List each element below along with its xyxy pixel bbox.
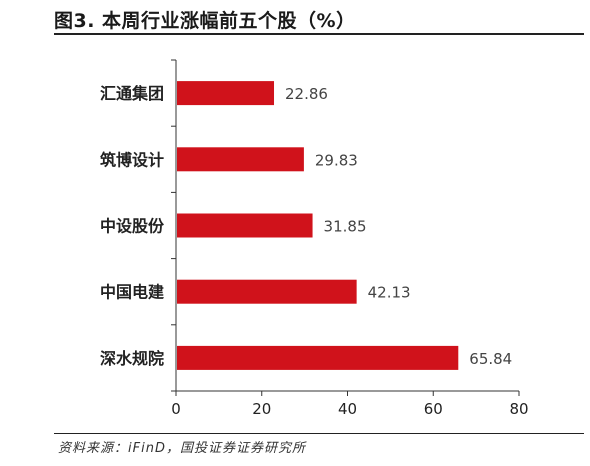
value-label: 31.85	[324, 218, 367, 236]
bar-1	[177, 81, 275, 106]
x-tick-label: 80	[509, 400, 528, 418]
x-tick-label: 0	[171, 400, 181, 418]
axis-layer: 0 20 40 60 80 汇通集团 22.86 筑博设计 29.83 中设股份 31.85 中国电建…	[100, 59, 529, 418]
category-label: 深水规院	[100, 349, 164, 368]
chart-title: 图3. 本周行业涨幅前五个股（%）	[54, 10, 356, 32]
source-divider	[54, 433, 584, 434]
category-label: 中国电建	[100, 283, 164, 302]
x-tick-label: 20	[252, 400, 271, 418]
value-label: 22.86	[285, 85, 328, 103]
category-label: 中设股份	[100, 217, 165, 236]
bar-3	[177, 213, 313, 238]
bars-layer	[177, 81, 459, 370]
value-label: 29.83	[315, 151, 358, 169]
category-label: 汇通集团	[100, 84, 164, 103]
bar-2	[177, 147, 304, 172]
category-label: 筑博设计	[100, 150, 164, 169]
x-tick-label: 60	[424, 400, 443, 418]
title-divider	[54, 33, 584, 35]
bar-5	[177, 345, 459, 370]
value-label: 65.84	[469, 350, 512, 368]
bar-4	[177, 279, 357, 304]
value-label: 42.13	[368, 284, 411, 302]
x-tick-label: 40	[338, 400, 357, 418]
source-note: 资料来源：iFinD，国投证券证券研究所	[58, 441, 306, 456]
